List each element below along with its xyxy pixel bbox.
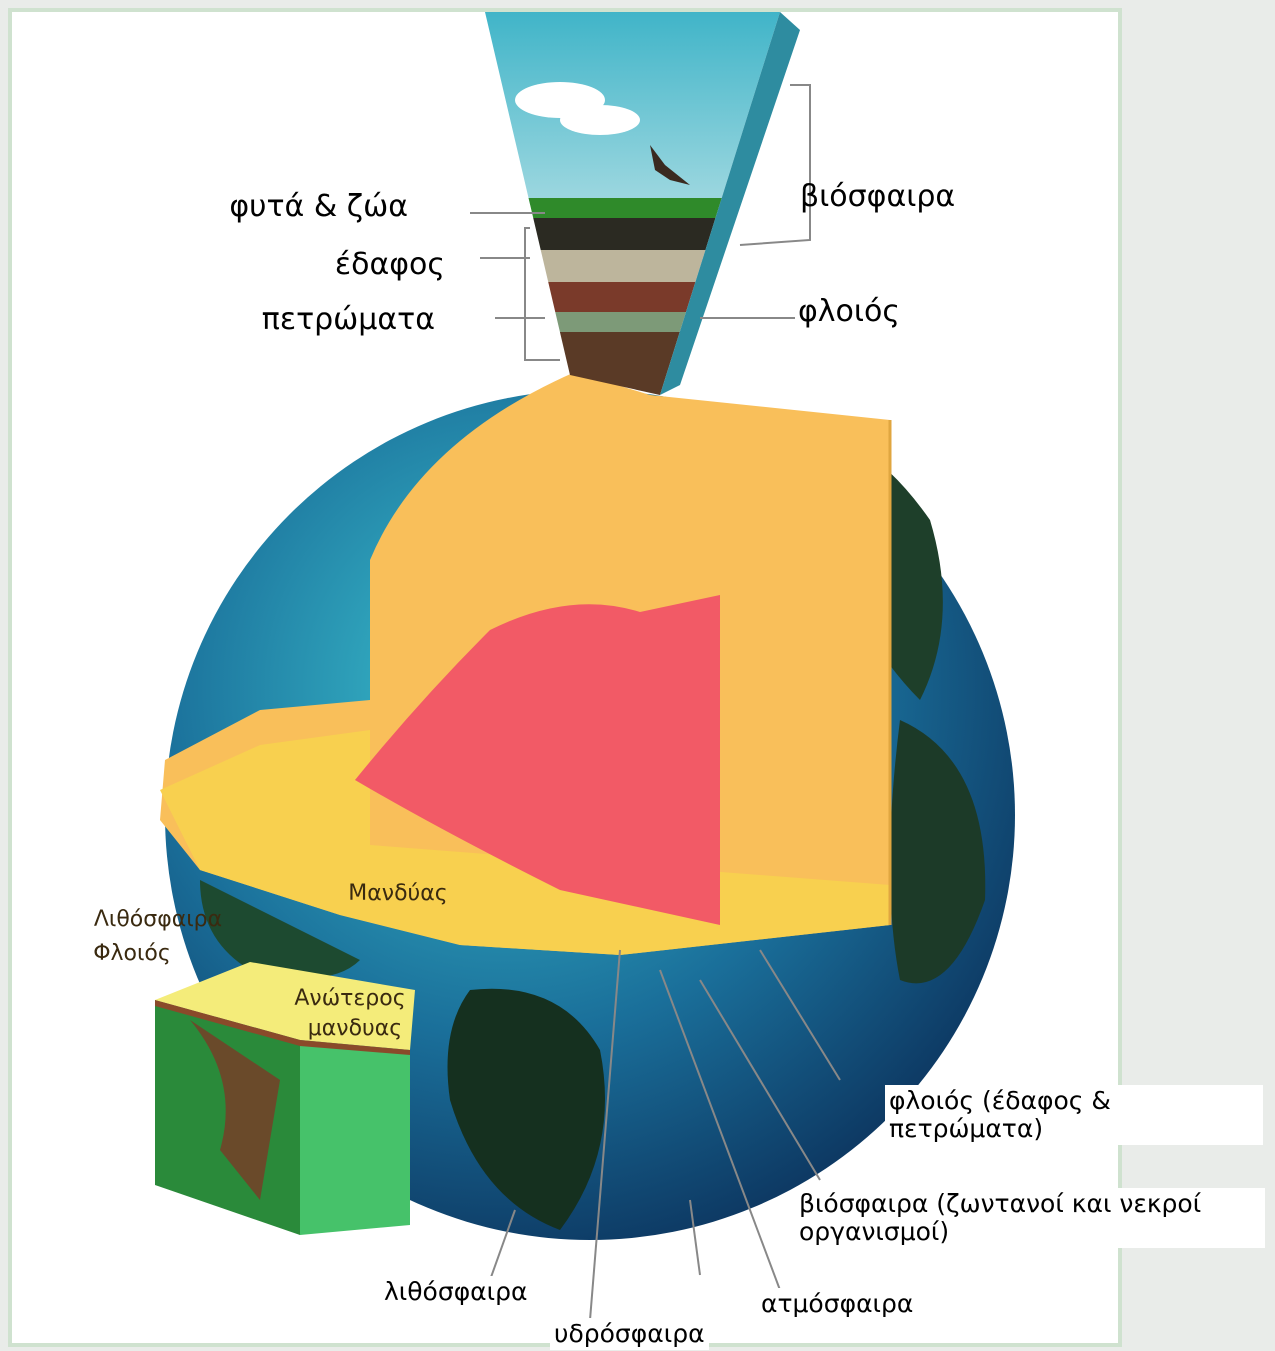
label: λιθόσφαιρα [380,1276,531,1308]
label: φυτά & ζώα [229,190,408,224]
mantle-label: Μανδύας [348,881,447,906]
upper-mantle-label: Ανώτερος [294,986,405,1011]
label: βιόσφαιρα [800,180,955,214]
label: πετρώματα [262,303,435,337]
upper-mantle-label: μανδυας [308,1016,402,1041]
label: φλοιός (έδαφος & πετρώματα) [885,1085,1263,1145]
label: φλοιός [798,295,900,329]
page: Μανδύας Λιθόσφαιρα Φλοιός Ανώτερος μανδυ… [0,0,1275,1351]
label: ατμόσφαιρα [757,1288,917,1320]
label: βιόσφαιρα (ζωντανοί και νεκροί οργανισμο… [795,1188,1265,1248]
label: έδαφος [335,248,445,282]
crust-label: Φλοιός [93,941,171,966]
diagram: Μανδύας Λιθόσφαιρα Φλοιός Ανώτερος μανδυ… [0,0,1275,1351]
lithosphere-label: Λιθόσφαιρα [94,907,222,932]
label: υδρόσφαιρα [550,1318,709,1350]
